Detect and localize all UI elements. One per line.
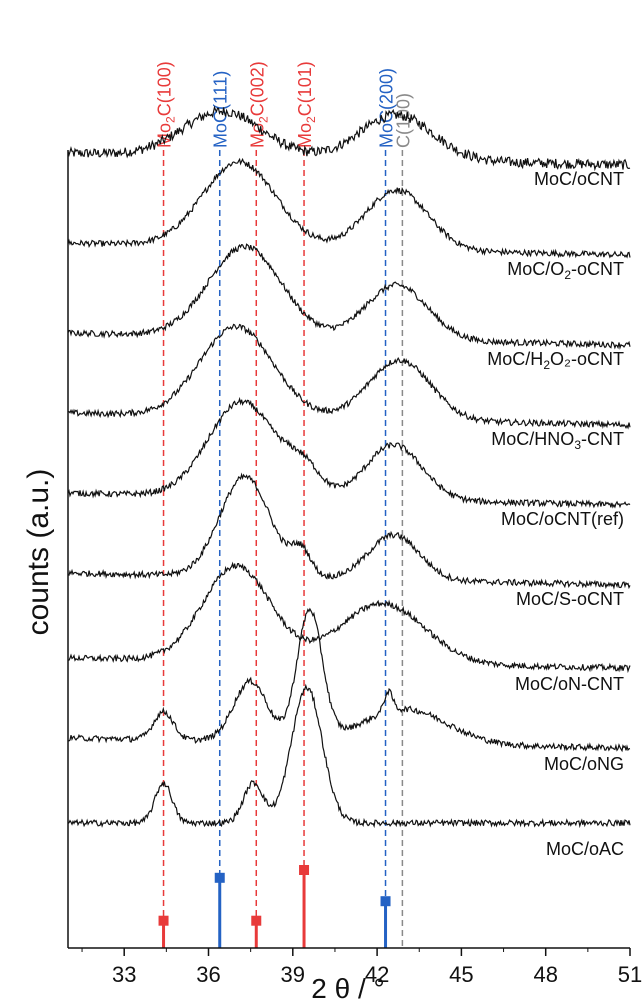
series-label-1: MoC/O2-oCNT <box>507 259 624 282</box>
trace-4 <box>67 396 631 509</box>
series-label-6: MoC/oN-CNT <box>515 674 624 694</box>
x-tick-label-6: 51 <box>618 962 642 987</box>
axes <box>67 150 630 949</box>
x-tick-label-0: 33 <box>112 962 136 987</box>
ref-label-1: MoC(111) <box>211 71 231 148</box>
series-label-3: MoC/HNO3-CNT <box>491 429 624 452</box>
series-label-4: MoC/oCNT(ref) <box>501 509 624 529</box>
trace-1 <box>67 157 631 259</box>
trace-0 <box>67 105 631 172</box>
x-tick-label-4: 45 <box>449 962 473 987</box>
diffraction-traces <box>67 105 631 829</box>
x-ticks: 33 36 39 42 45 48 51 <box>81 948 642 987</box>
ref-label-2: Mo2C(002) <box>247 61 270 148</box>
trace-8 <box>67 683 631 829</box>
trace-3 <box>67 323 631 430</box>
ref-stick-marker-2 <box>251 915 262 926</box>
x-tick-label-2: 39 <box>281 962 305 987</box>
series-label-5: MoC/S-oCNT <box>516 589 624 609</box>
series-labels: MoC/oCNT MoC/O2-oCNT MoC/H2O₂-oCNT MoC/HNO3… <box>487 169 624 859</box>
x-axis-title: 2 θ / ° <box>311 973 384 1004</box>
trace-2 <box>67 243 631 350</box>
ref-stick-marker-3 <box>299 865 310 875</box>
ref-stick-marker-1 <box>214 872 225 883</box>
trace-6 <box>68 561 631 674</box>
series-label-7: MoC/oNG <box>544 754 624 774</box>
reference-labels: Mo2C(100) MoC(111) Mo2C(002)Mo2C(101) MoC(2… <box>155 61 414 148</box>
series-label-8: MoC/oAC <box>546 839 624 859</box>
x-tick-label-5: 48 <box>533 962 557 987</box>
x-tick-label-1: 36 <box>196 962 220 987</box>
x-tick-label-3: 42 <box>365 962 389 987</box>
ref-label-4: MoC(200) <box>377 68 397 148</box>
reference-lines <box>162 150 404 948</box>
trace-7 <box>67 607 631 753</box>
ref-label-3: Mo2C(101) <box>295 61 318 148</box>
series-label-2: MoC/H2O₂-oCNT <box>487 349 624 372</box>
series-label-0: MoC/oCNT <box>534 169 624 189</box>
reference-sticks <box>158 865 391 948</box>
ref-stick-marker-4 <box>380 896 391 907</box>
trace-5 <box>67 472 631 590</box>
ref-stick-marker-0 <box>158 915 169 926</box>
y-axis-title: counts (a.u.) <box>22 469 55 636</box>
